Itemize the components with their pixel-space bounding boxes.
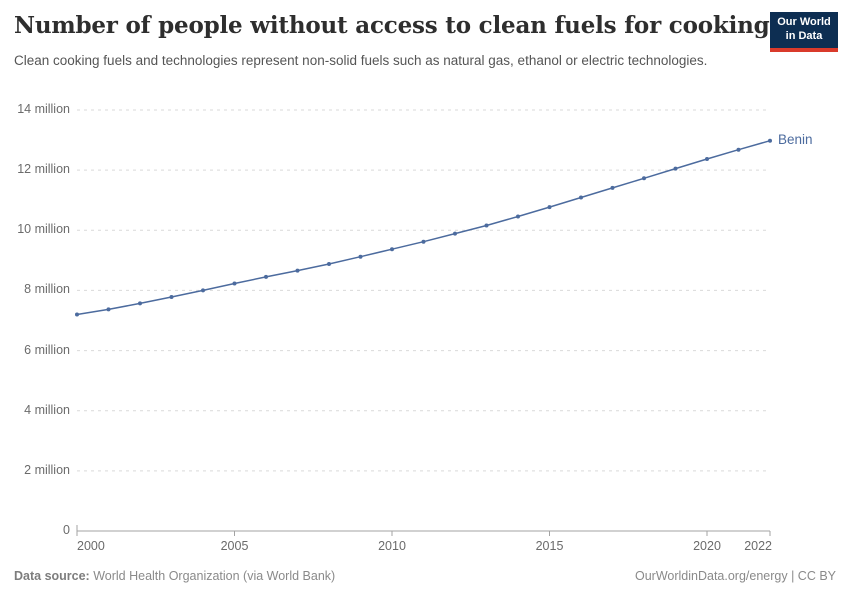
x-axis-tick-label: 2000	[77, 539, 105, 553]
data-point[interactable]	[453, 231, 457, 236]
data-point[interactable]	[705, 157, 709, 161]
data-point[interactable]	[642, 176, 646, 181]
data-point[interactable]	[579, 195, 583, 200]
line-chart: 0 2 million 4 million 6 million 8 million 10 …	[0, 95, 850, 555]
x-axis-tick-label: 2010	[378, 539, 406, 553]
owid-logo-line1: Our World	[777, 16, 831, 29]
page-title: Number of people without access to clean…	[14, 12, 770, 39]
data-point[interactable]	[610, 185, 615, 190]
data-point[interactable]	[295, 268, 300, 273]
series-label-benin[interactable]: Benin	[778, 131, 813, 147]
data-point[interactable]	[138, 301, 142, 306]
owid-logo[interactable]: Our World in Data	[770, 12, 838, 52]
data-point[interactable]	[169, 295, 174, 299]
data-point[interactable]	[264, 274, 268, 279]
y-axis-tick-label: 0	[63, 523, 70, 537]
owid-logo-line2: in Data	[785, 30, 823, 42]
data-point[interactable]	[547, 205, 552, 210]
x-axis-tick-label: 2005	[220, 539, 249, 553]
data-point[interactable]	[106, 307, 111, 312]
plot-svg	[75, 109, 772, 536]
data-point[interactable]	[768, 138, 772, 143]
data-point[interactable]	[75, 312, 79, 317]
data-point[interactable]	[736, 147, 741, 152]
y-axis-tick-label: 10 million	[17, 222, 70, 237]
footer-license-link[interactable]: OurWorldinData.org/energy | CC BY	[634, 569, 836, 583]
data-point[interactable]	[390, 247, 394, 252]
data-source: Data source: World Health Organization (…	[14, 569, 335, 583]
data-source-label: Data source:	[14, 569, 90, 583]
data-point[interactable]	[358, 254, 363, 259]
y-axis-tick-label: 8 million	[24, 282, 70, 297]
data-point[interactable]	[201, 288, 205, 293]
series-line-benin[interactable]	[76, 139, 771, 316]
data-point[interactable]	[421, 239, 426, 244]
y-axis-tick-label: 12 million	[17, 162, 70, 177]
data-point[interactable]	[516, 214, 520, 219]
data-point[interactable]	[327, 262, 331, 266]
chart-footer: Data source: World Health Organization (…	[14, 569, 836, 583]
data-point[interactable]	[673, 166, 678, 171]
chart-subtitle: Clean cooking fuels and technologies rep…	[14, 53, 708, 68]
data-point[interactable]	[484, 223, 489, 228]
y-axis-tick-label: 2 million	[24, 462, 70, 477]
y-axis-tick-label: 6 million	[24, 342, 70, 357]
x-axis-tick-label: 2015	[535, 539, 564, 553]
data-point[interactable]	[232, 281, 237, 286]
y-axis-tick-label: 4 million	[24, 402, 70, 417]
data-source-value: World Health Organization (via World Ban…	[89, 569, 336, 583]
x-axis-tick-label: 2022	[744, 539, 772, 553]
x-axis-tick-label: 2020	[693, 539, 721, 553]
y-axis-tick-label: 14 million	[17, 102, 70, 116]
